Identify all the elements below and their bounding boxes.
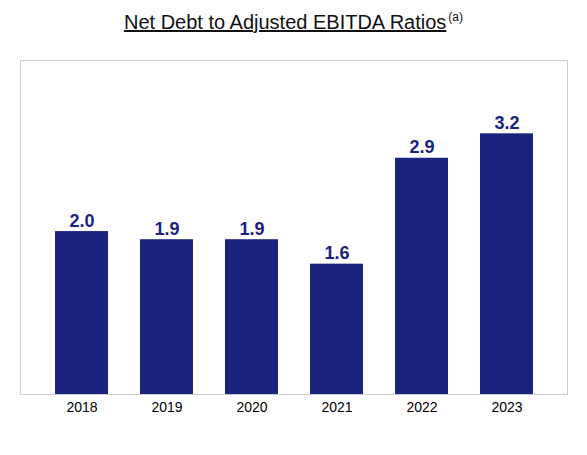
svg-text:1.6: 1.6 <box>324 243 349 263</box>
svg-text:2021: 2021 <box>321 399 352 415</box>
svg-text:2023: 2023 <box>491 399 522 415</box>
svg-text:2018: 2018 <box>66 399 97 415</box>
svg-text:2020: 2020 <box>236 399 267 415</box>
html-text:Net Debt to Adjusted EBITDA Ra: Net Debt to Adjusted EBITDA Ratios(a) <box>124 10 463 33</box>
svg-text:3.2: 3.2 <box>494 112 519 132</box>
svg-text:2019: 2019 <box>151 399 182 415</box>
svg-text:2022: 2022 <box>406 399 437 415</box>
svg-text:2.0: 2.0 <box>69 210 94 230</box>
svg-text:1.9: 1.9 <box>154 218 179 238</box>
svg-text:2.9: 2.9 <box>409 137 434 157</box>
svg-text:1.9: 1.9 <box>239 218 264 238</box>
